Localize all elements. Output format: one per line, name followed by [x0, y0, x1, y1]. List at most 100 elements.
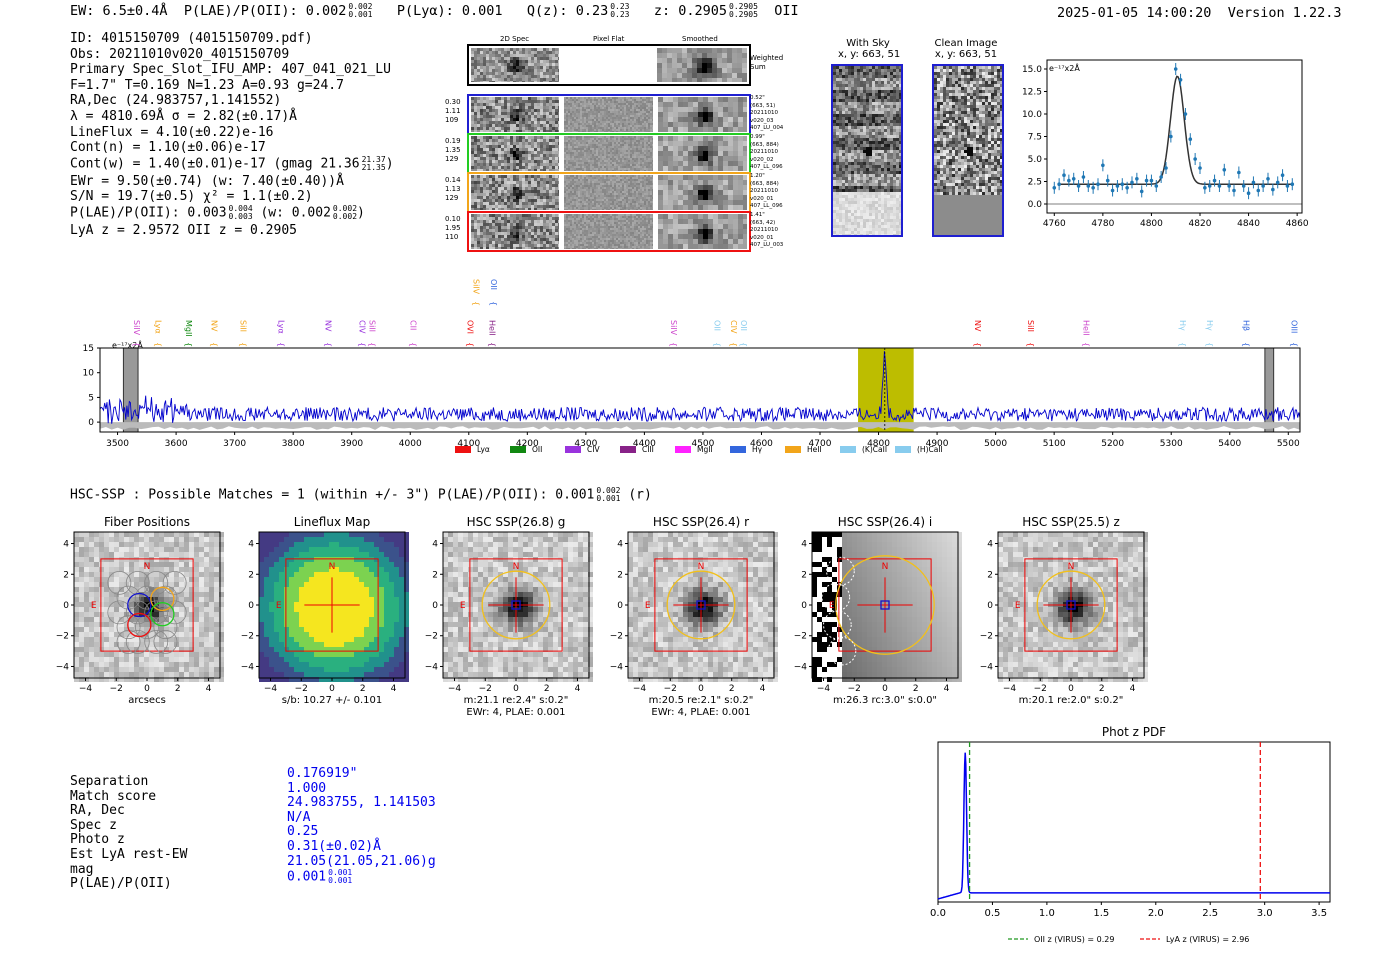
sky-pixel — [863, 102, 866, 105]
clean-pixel — [1000, 228, 1003, 231]
clean-pixel — [979, 81, 982, 84]
clean-pixel — [967, 222, 970, 225]
sky-pixel — [863, 135, 866, 138]
hsc-panel-2-pixel — [389, 532, 394, 537]
clean-pixel — [979, 198, 982, 201]
hsc-panel-2-pixel — [289, 607, 294, 612]
with-sky-pixels — [833, 66, 902, 237]
clean-pixel — [976, 84, 979, 87]
clean-pixel — [940, 207, 943, 210]
hsc-panel-2-pixel — [269, 652, 274, 657]
hsc-panel-2-pixel — [324, 537, 329, 542]
hsc-panel-2-pixel — [374, 592, 379, 597]
sky-pixel — [881, 117, 884, 120]
hsc-panel-2-pixel — [279, 532, 284, 537]
hsc-panel-1-pixel — [149, 657, 154, 662]
clean-pixel — [976, 159, 979, 162]
hsc-panel-2-pixel — [339, 547, 344, 552]
hsc-panel-1-pixel — [189, 592, 194, 597]
hsc-panel-1-pixel — [74, 637, 79, 642]
sky-pixel — [893, 162, 896, 165]
hsc-panel-3-pixel — [528, 537, 533, 542]
sky-pixel — [896, 156, 899, 159]
spec-line-id-bracket: { — [1205, 342, 1214, 347]
hsc-panel-2-pixel — [324, 612, 329, 617]
sky-pixel — [878, 87, 881, 90]
sky-pixel — [845, 156, 848, 159]
hsc-panel-1-pixel — [129, 677, 134, 682]
hsc-panel-2-pixel — [354, 597, 359, 602]
hsc-panel-2-pixel — [329, 657, 334, 662]
hsc-panel-2-pixel — [274, 647, 279, 652]
sky-pixel — [842, 105, 845, 108]
spec-line-id-bracket: { — [1178, 342, 1187, 347]
sky-pixel — [899, 135, 902, 138]
hsc-panel-1-pixel — [99, 622, 104, 627]
sky-pixel — [872, 111, 875, 114]
sky-pixel — [878, 93, 881, 96]
hsc-panel-2-pixel — [299, 617, 304, 622]
clean-pixel — [955, 120, 958, 123]
sky-pixel — [851, 96, 854, 99]
clean-pixel — [937, 219, 940, 222]
hsc-panel-1-pixel — [114, 627, 119, 632]
sky-pixel — [884, 126, 887, 129]
hsc-panel-2-pixel — [379, 592, 384, 597]
hsc-panel-2-pixel — [369, 667, 374, 672]
hsc-panel-1-pixel — [209, 672, 214, 677]
hsc-panel-1-pixel — [84, 547, 89, 552]
hsc-panel-2-pixel — [274, 552, 279, 557]
clean-pixel — [991, 150, 994, 153]
clean-pixel — [985, 168, 988, 171]
hsc-panel-2-pixel — [294, 572, 299, 577]
hsc-panel-2-pixel — [319, 577, 324, 582]
clean-pixel — [994, 99, 997, 102]
hsc-panel-2-pixel — [269, 617, 274, 622]
clean-pixel — [940, 168, 943, 171]
hsc-panel-2-pixel — [299, 587, 304, 592]
hsc-panel-2-pixel — [404, 577, 409, 582]
clean-pixel — [958, 99, 961, 102]
fit-data-point — [1280, 173, 1285, 177]
sky-pixel — [887, 114, 890, 117]
clean-pixel — [991, 126, 994, 129]
clean-pixel — [994, 132, 997, 135]
clean-pixel — [961, 198, 964, 201]
hsc-panel-2-pixel — [309, 557, 314, 562]
hsc-panel-2-pixel — [329, 672, 334, 677]
sky-pixel — [851, 135, 854, 138]
sky-pixel — [887, 72, 890, 75]
sky-pixel — [893, 135, 896, 138]
spec-legend-swatch — [565, 446, 581, 453]
clean-pixel — [994, 225, 997, 228]
clean-pixel — [964, 66, 967, 69]
clean-pixel — [994, 72, 997, 75]
hsc-panel-2-pixel — [364, 627, 369, 632]
sky-pixel — [875, 66, 878, 69]
clean-pixel — [964, 198, 967, 201]
sky-pixel — [842, 162, 845, 165]
hsc-panel-3-pixel — [448, 532, 453, 537]
clean-pixel — [979, 87, 982, 90]
sky-pixel — [836, 138, 839, 141]
clean-pixel — [943, 162, 946, 165]
spec-line-id-bracket: { — [487, 342, 496, 347]
hsc-panel-1-pixel — [99, 592, 104, 597]
clean-pixel — [946, 201, 949, 204]
sky-pixel — [899, 174, 902, 177]
hsc-panel-2-pixel — [299, 537, 304, 542]
hsc-panel-2-pixel — [334, 672, 339, 677]
hsc-panel-1-pixel — [209, 632, 214, 637]
clean-pixel — [973, 204, 976, 207]
clean-pixel — [958, 111, 961, 114]
header-z: z: 0.2905 — [653, 3, 728, 19]
clean-pixel — [955, 126, 958, 129]
clean-pixel — [967, 120, 970, 123]
sky-pixel — [860, 81, 863, 84]
sky-pixel — [842, 210, 845, 213]
hsc-panel-1-pixel — [194, 617, 199, 622]
clean-pixel — [991, 108, 994, 111]
clean-pixel — [955, 81, 958, 84]
hsc-panel-1-pixel — [109, 537, 114, 542]
noise-pixels — [471, 97, 561, 133]
